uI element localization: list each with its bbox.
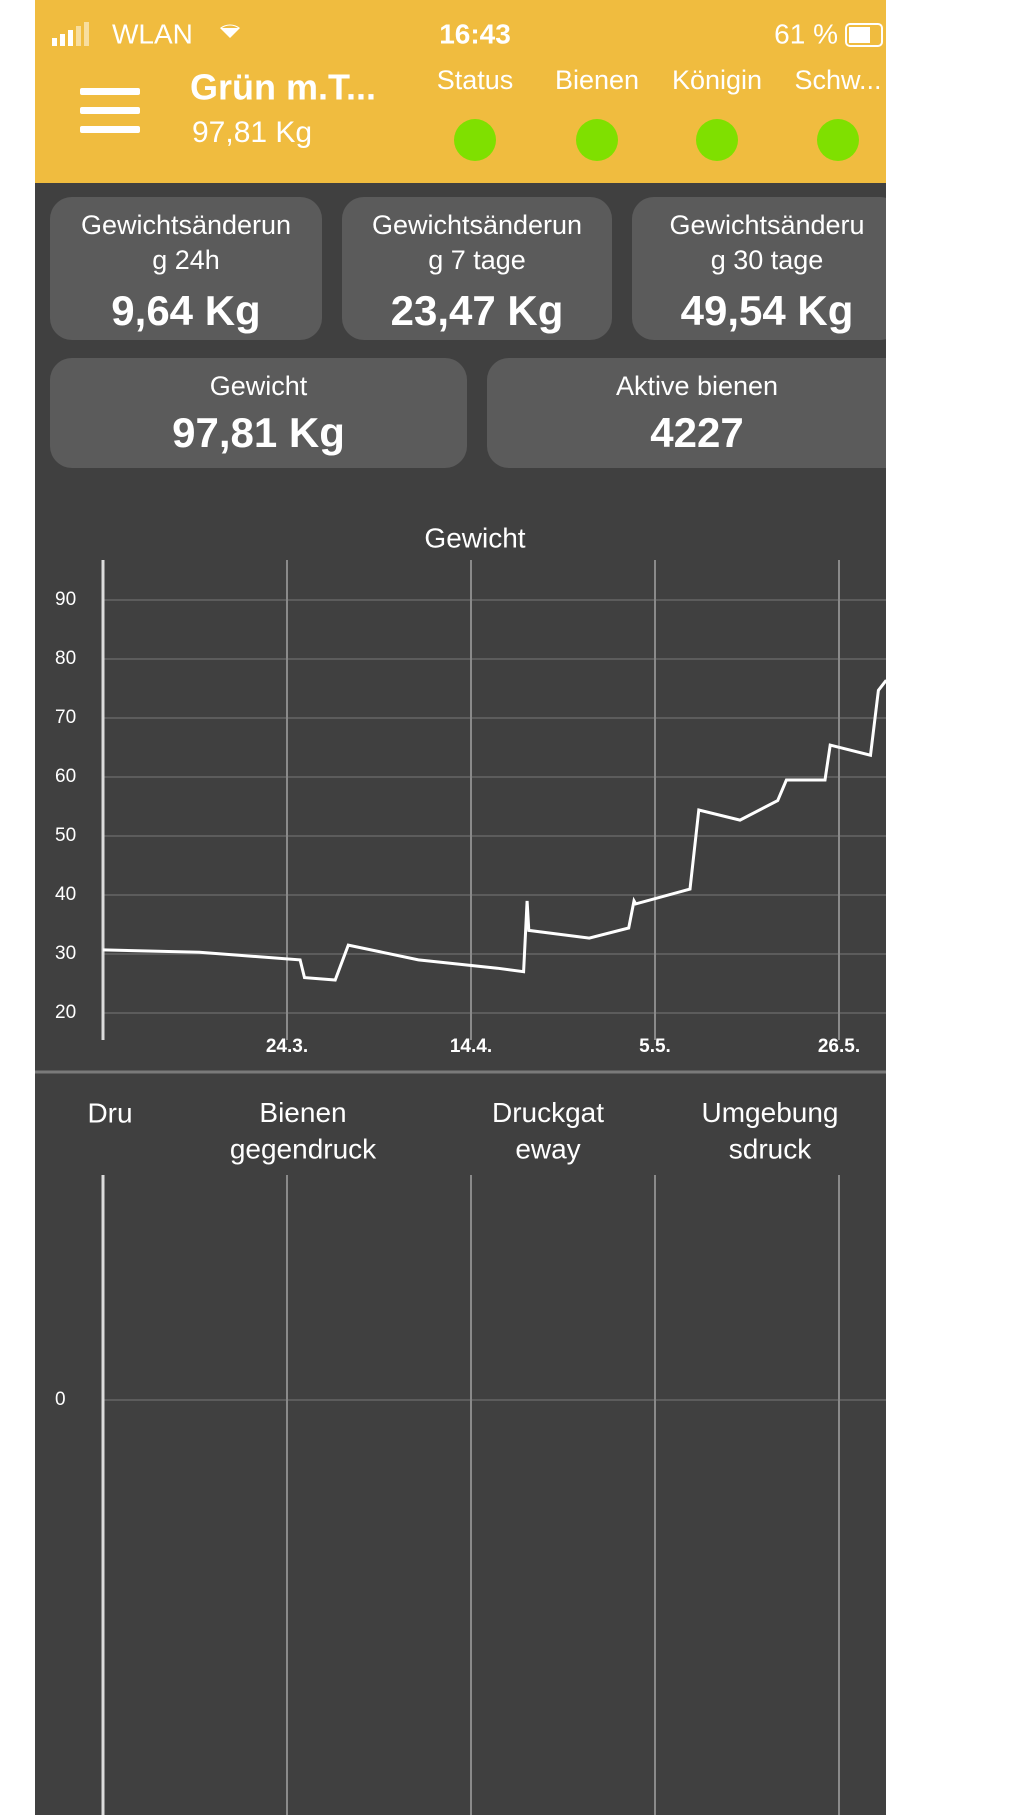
- hive-weight: 97,81 Kg: [192, 116, 312, 149]
- x-tick-label: 24.3.: [266, 1036, 308, 1057]
- card-value: 23,47 Kg: [391, 287, 564, 334]
- indicator-label: Bienen: [555, 65, 639, 95]
- card-value: 4227: [650, 409, 743, 456]
- y-tick-label: 90: [55, 589, 76, 610]
- card-label: Gewichtsänderu g 30 tage: [669, 210, 864, 275]
- x-tick-label: 26.5.: [818, 1036, 860, 1057]
- y-tick-label: 60: [55, 766, 76, 787]
- battery-level: [849, 27, 870, 43]
- card-label: Gewicht: [210, 371, 308, 401]
- menu-icon[interactable]: [80, 88, 140, 133]
- card-value: 49,54 Kg: [681, 287, 854, 334]
- legend-entry: Umgebung sdruck: [702, 1097, 839, 1164]
- weight-line: [102, 679, 886, 982]
- y-tick-label: 70: [55, 707, 76, 728]
- y-tick-label: 20: [55, 1002, 76, 1023]
- indicator-dot: [576, 119, 618, 161]
- y-tick-label: 0: [55, 1389, 66, 1410]
- card: [487, 358, 886, 468]
- indicator-label: Königin: [672, 65, 762, 95]
- legend-entry: Bienen gegendruck: [230, 1097, 377, 1164]
- x-tick-label: 14.4.: [450, 1036, 492, 1057]
- card: [50, 197, 322, 340]
- card-value: 9,64 Kg: [111, 287, 260, 334]
- hive-name: Grün m.T...: [190, 67, 376, 108]
- card-value: 97,81 Kg: [172, 409, 345, 456]
- indicator-label: Status: [437, 65, 514, 95]
- signal-icon: [52, 22, 89, 46]
- card-label: Gewichtsänderun g 7 tage: [372, 210, 582, 275]
- time: 16:43: [439, 18, 511, 49]
- y-tick-label: 50: [55, 825, 76, 846]
- chart-title: Gewicht: [424, 522, 525, 553]
- indicator-dot: [817, 119, 859, 161]
- legend-entry: Dru: [87, 1097, 132, 1128]
- y-tick-label: 40: [55, 884, 76, 905]
- y-tick-label: 80: [55, 648, 76, 669]
- card-label: Gewichtsänderun g 24h: [81, 210, 291, 275]
- card-label: Aktive bienen: [616, 371, 778, 401]
- card: [632, 197, 886, 340]
- indicator-dot: [454, 119, 496, 161]
- legend-entry: Druckgat eway: [492, 1097, 604, 1164]
- x-tick-label: 5.5.: [639, 1036, 671, 1057]
- y-tick-label: 30: [55, 943, 76, 964]
- app: WLAN 16:43 61 % Grün m.T... 97,81 Kg Sta…: [35, 0, 886, 1815]
- card: [50, 358, 467, 468]
- battery: 61 %: [774, 18, 838, 49]
- indicator-label: Schw...: [794, 65, 881, 95]
- battery-icon: [845, 23, 883, 47]
- wifi-icon: [220, 24, 240, 38]
- indicator-dot: [696, 119, 738, 161]
- card: [342, 197, 612, 340]
- network: WLAN: [112, 18, 193, 49]
